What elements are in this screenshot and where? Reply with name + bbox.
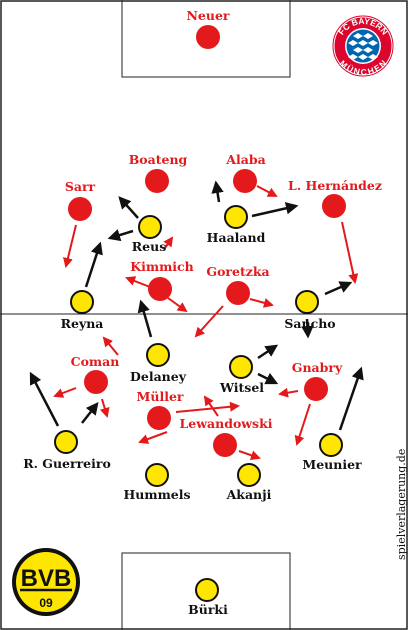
- label-boateng: Boateng: [128, 152, 188, 167]
- bvb-logo-letters: BVB: [21, 565, 72, 592]
- movement-arrow-24: [278, 387, 299, 398]
- player-dot-reyna: [70, 290, 94, 314]
- movement-arrow-26: [294, 403, 311, 446]
- bvb-logo-year: 09: [39, 596, 53, 610]
- movement-arrow-20: [29, 371, 60, 427]
- movement-arrow-16: [301, 318, 314, 339]
- movement-arrow-27: [138, 431, 168, 444]
- movement-arrow-1: [63, 224, 77, 268]
- movement-arrow-7: [251, 202, 299, 218]
- movement-arrow-11: [167, 297, 188, 313]
- movement-arrow-28: [175, 401, 240, 413]
- player-dot-goretzka: [226, 281, 250, 305]
- label-delaney: Delaney: [130, 369, 186, 384]
- label-hummels: Hummels: [123, 487, 191, 502]
- movement-arrows: [29, 180, 364, 461]
- label-neuer: Neuer: [186, 8, 230, 23]
- movement-arrow-13: [194, 305, 224, 338]
- label-meunier: Meunier: [302, 457, 362, 472]
- movement-arrow-10: [125, 276, 151, 288]
- label-goretzka: Goretzka: [206, 264, 270, 279]
- bottom-penalty-box: [121, 552, 291, 630]
- movement-arrow-4: [107, 229, 134, 242]
- player-dot-witsel: [229, 355, 253, 379]
- label-haaland: Haaland: [206, 230, 266, 245]
- bayern-logo-icon: FC BAYERN MÜNCHEN: [331, 14, 395, 78]
- player-dot-sarr: [68, 197, 92, 221]
- label-burki: Bürki: [188, 602, 228, 617]
- movement-arrow-14: [249, 298, 274, 308]
- movement-arrow-19: [99, 398, 110, 418]
- label-reyna: Reyna: [60, 316, 104, 331]
- movement-arrow-8: [256, 185, 278, 197]
- movement-arrow-3: [118, 196, 139, 219]
- player-dot-reus: [138, 215, 162, 239]
- player-dot-hummels: [145, 463, 169, 487]
- top-penalty-box: [121, 0, 291, 78]
- label-sarr: Sarr: [64, 179, 96, 194]
- label-lewandowski: Lewandowski: [179, 416, 273, 431]
- player-dots: [54, 25, 346, 602]
- label-reus: Reus: [131, 239, 167, 254]
- player-dot-neuer: [196, 25, 220, 49]
- player-dot-alaba: [233, 169, 257, 193]
- player-dot-burki: [195, 578, 219, 602]
- movement-arrow-5: [163, 236, 174, 249]
- label-witsel: Witsel: [219, 380, 265, 395]
- movement-arrow-9: [341, 221, 359, 284]
- player-dot-guerreiro: [54, 430, 78, 454]
- player-dot-akanji: [237, 463, 261, 487]
- movement-arrow-25: [338, 366, 364, 431]
- movement-arrow-15: [324, 281, 353, 296]
- movement-arrow-2: [84, 241, 103, 288]
- movement-arrow-29: [203, 395, 219, 417]
- label-kimmich: Kimmich: [130, 259, 194, 274]
- player-dot-hernandez: [322, 194, 346, 218]
- movement-arrow-21: [81, 402, 99, 424]
- player-dot-muller: [147, 406, 171, 430]
- player-dot-kimmich: [148, 277, 172, 301]
- player-dot-boateng: [145, 169, 169, 193]
- bvb-logo-icon: BVB 09: [12, 548, 80, 616]
- player-dot-gnabry: [304, 377, 328, 401]
- movement-arrow-6: [211, 180, 224, 203]
- movement-arrow-17: [102, 336, 119, 356]
- movement-arrow-22: [257, 344, 279, 360]
- label-guerreiro: R. Guerreiro: [23, 456, 111, 471]
- movement-arrow-23: [257, 372, 279, 385]
- player-dot-lewandowski: [213, 433, 237, 457]
- movement-arrow-30: [238, 450, 261, 461]
- label-alaba: Alaba: [226, 152, 266, 167]
- movement-arrow-12: [137, 299, 153, 338]
- label-akanji: Akanji: [226, 487, 272, 502]
- movement-arrow-18: [53, 387, 77, 398]
- player-dot-haaland: [224, 205, 248, 229]
- player-dot-coman: [84, 370, 108, 394]
- label-sancho: Sancho: [284, 316, 336, 331]
- label-muller: Müller: [136, 389, 184, 404]
- player-dot-meunier: [319, 433, 343, 457]
- label-gnabry: Gnabry: [291, 360, 343, 375]
- watermark: spielverlagerung.de: [395, 448, 408, 560]
- label-coman: Coman: [70, 354, 120, 369]
- label-hernandez: L. Hernández: [288, 178, 382, 193]
- player-dot-delaney: [146, 343, 170, 367]
- player-dot-sancho: [295, 290, 319, 314]
